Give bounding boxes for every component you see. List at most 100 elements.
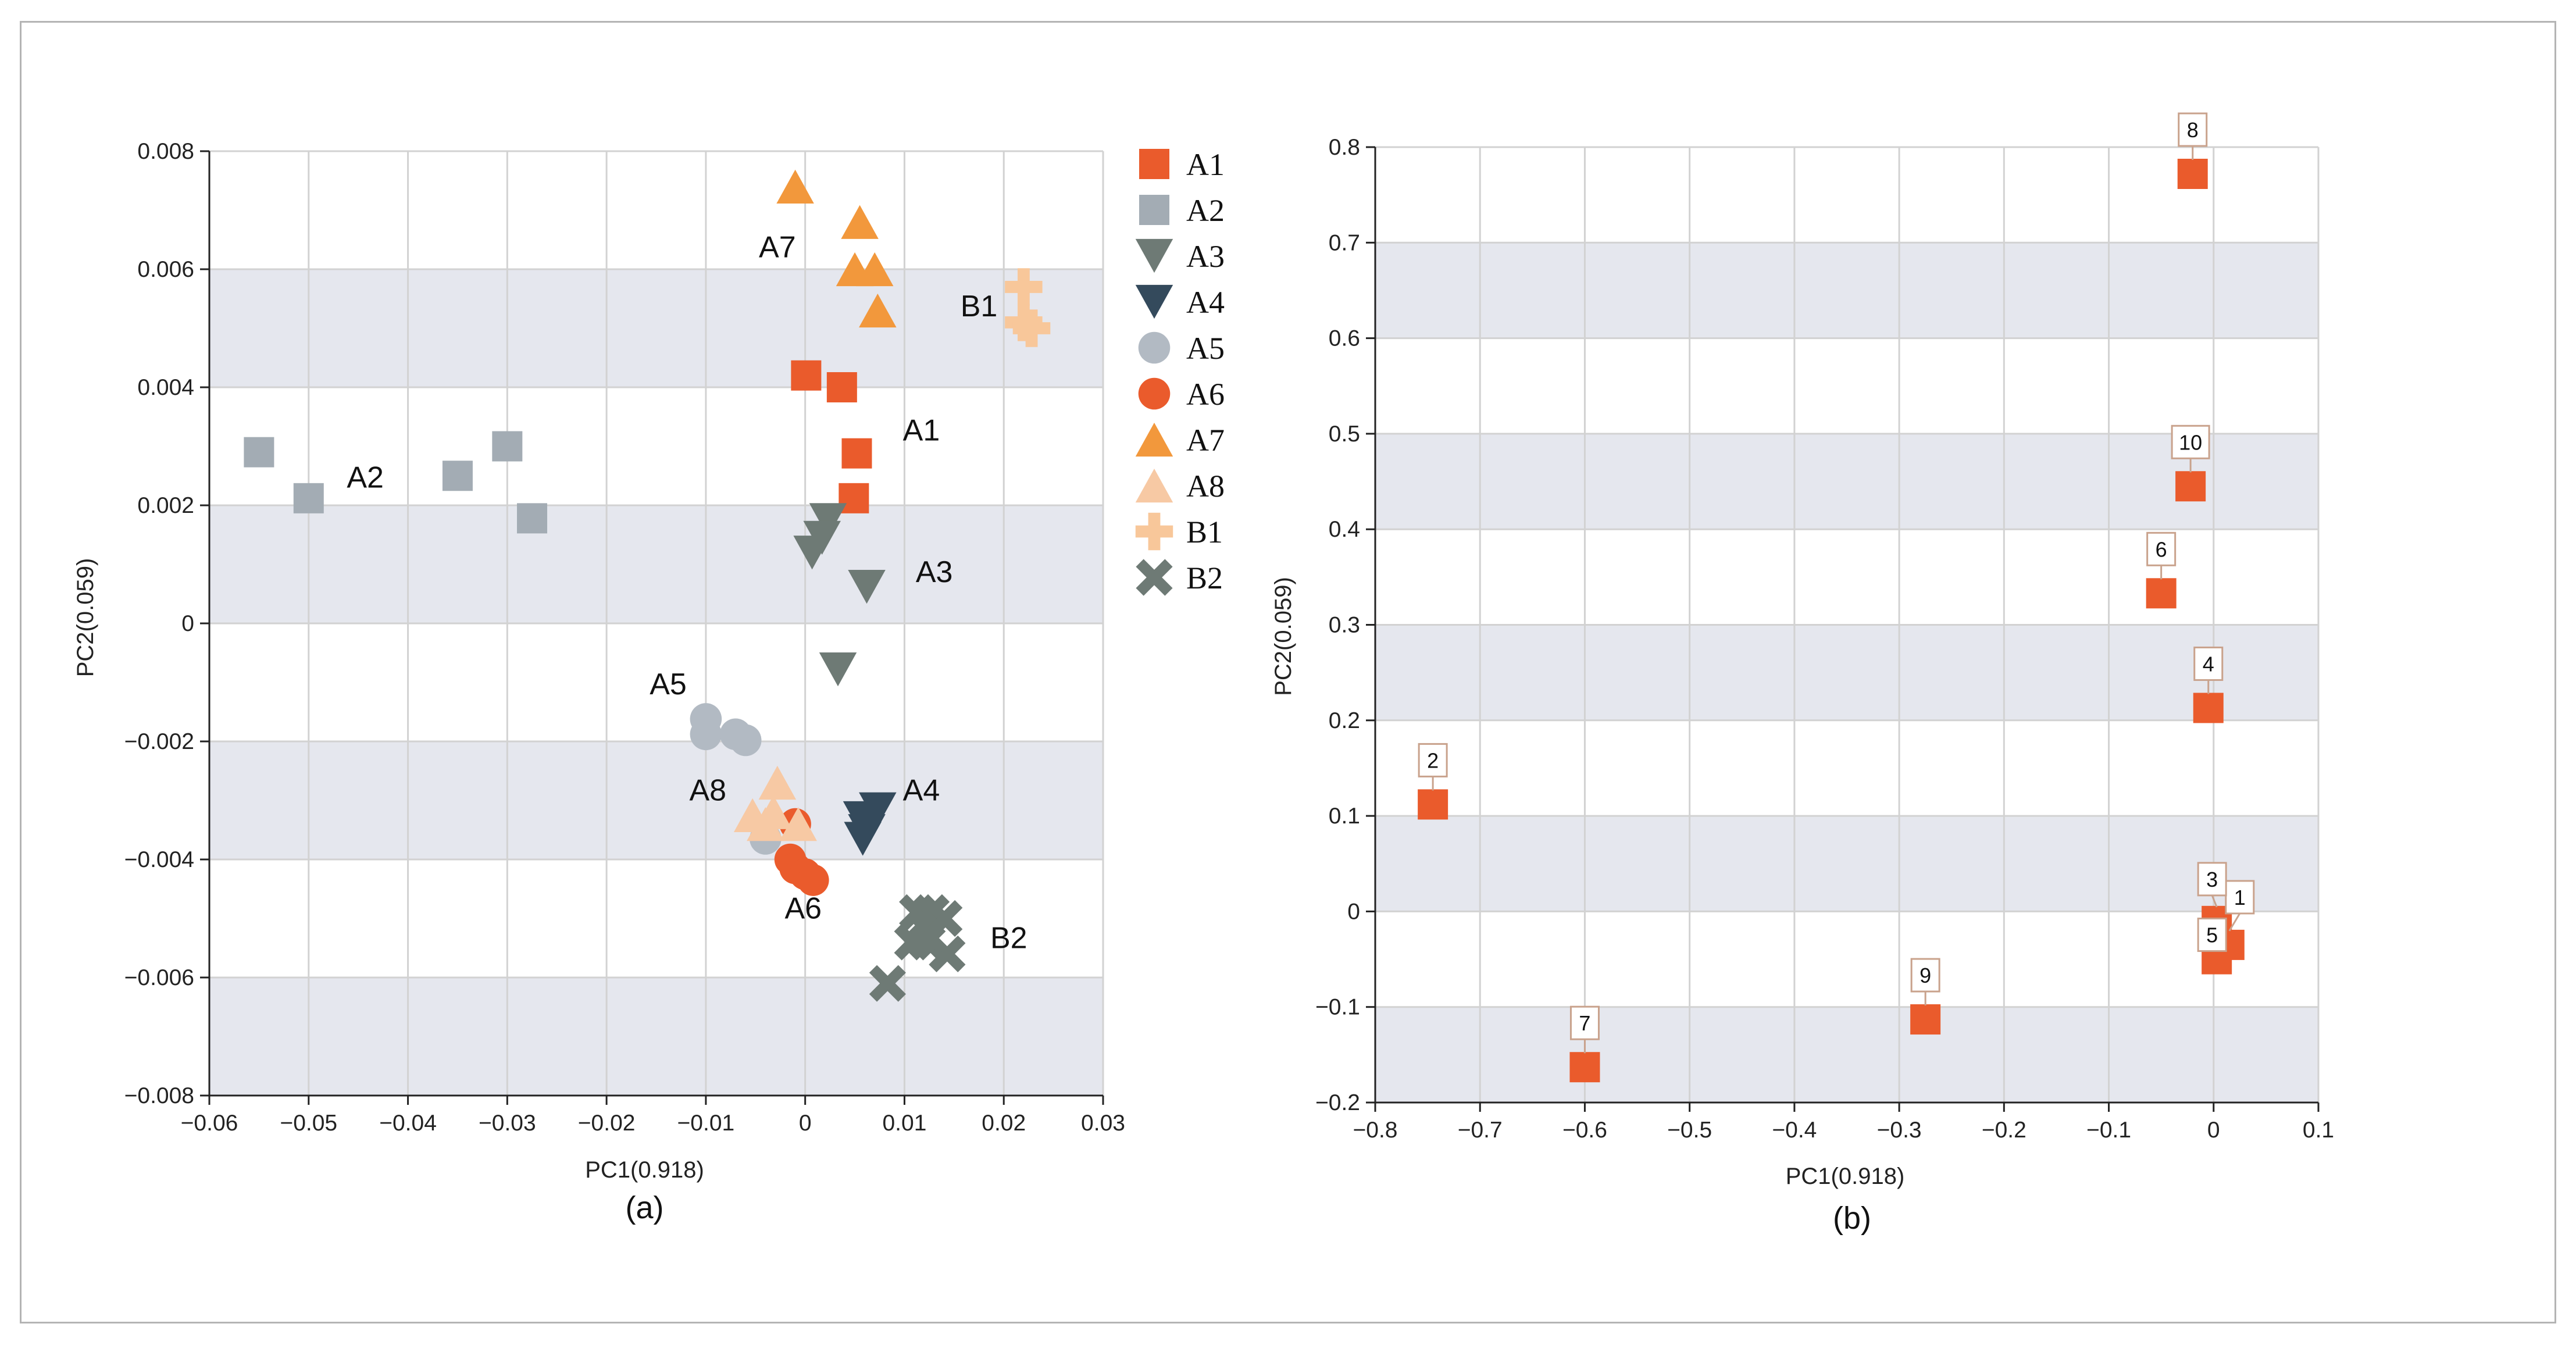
a-band-2 (209, 741, 1103, 859)
b-band-4 (1375, 1007, 2318, 1103)
b-y-tick-label-9: 0.7 (1329, 230, 1360, 255)
a-point-A5-1 (690, 718, 722, 751)
b-y-tick-label-6: 0.4 (1329, 517, 1360, 542)
a-annotation-A1: A1 (903, 413, 940, 447)
a-point-A3-0 (809, 503, 847, 537)
a-point-A8-0 (758, 765, 797, 800)
b-point-label-box-7 (1569, 1005, 1600, 1040)
b-x-tick-label-0: −0.8 (1353, 1118, 1398, 1143)
legend-label-A8: A8 (1186, 469, 1225, 504)
a-point-A7-1 (841, 205, 879, 239)
a-point-B2-6-stroke-2 (869, 965, 906, 1002)
b-point-label-box-6 (2146, 531, 2177, 566)
legend-marker-A8 (1135, 468, 1173, 503)
a-point-A7-0 (776, 169, 814, 204)
a-y-tick-label-2: −0.004 (124, 847, 194, 872)
a-point-A2-0 (244, 437, 274, 468)
b-x-tick-label-1: −0.7 (1458, 1118, 1503, 1143)
b-y-tick-label-4: 0.2 (1329, 708, 1360, 733)
b-panel-label: (b) (1833, 1201, 1871, 1236)
a-point-A8-4 (747, 807, 784, 841)
b-point-label-6: 6 (2156, 537, 2167, 561)
b-y-axis-title: PC2(0.059) (1271, 577, 1296, 696)
legend-marker-A5 (1138, 331, 1171, 364)
a-annotation-A5: A5 (650, 668, 687, 701)
b-x-tick-label-7: −0.1 (2086, 1118, 2131, 1143)
a-y-tick-label-5: 0.002 (137, 493, 194, 518)
panel-a-legend: A1 A2 A3 A4 A5 A6 A7 A8 B1 B2 (1135, 147, 1225, 596)
b-point-label-box-10 (2171, 424, 2210, 459)
b-point-label-leader-1 (2228, 913, 2241, 932)
b-point-label-9: 9 (1919, 964, 1931, 987)
a-panel-label: (a) (626, 1190, 664, 1225)
b-point-label-box-9 (1910, 958, 1940, 993)
b-point-label-leader-3 (2211, 895, 2218, 908)
b-point-label-4: 4 (2203, 652, 2214, 676)
b-point-label-box-4 (2193, 646, 2224, 681)
b-x-tick-label-3: −0.5 (1667, 1118, 1712, 1143)
b-point-label-box-5 (2197, 918, 2227, 952)
b-point-7 (1569, 1052, 1600, 1083)
a-point-A2-2 (442, 461, 473, 491)
a-x-tick-label-4: −0.02 (578, 1111, 636, 1136)
a-point-A4-0 (859, 792, 897, 826)
legend-label-A7: A7 (1186, 423, 1225, 458)
legend-marker-A7 (1135, 422, 1173, 457)
a-annotation-A2: A2 (347, 461, 384, 495)
b-x-tick-label-9: 0.1 (2303, 1118, 2334, 1143)
b-band-1 (1375, 433, 2318, 530)
a-point-A1-2 (841, 438, 872, 469)
a-annotation-A7: A7 (759, 231, 796, 265)
a-x-tick-label-8: 0.02 (982, 1111, 1026, 1136)
b-y-tick-label-5: 0.3 (1329, 613, 1360, 638)
a-point-B1-2 (1012, 309, 1051, 347)
panel-a-chart: −0.06 −0.05 −0.04 −0.03 −0.02 −0.01 0 0.01 0.02 0… (73, 139, 1125, 1225)
b-point-label-box-8 (2178, 112, 2208, 147)
a-point-B1-0 (1005, 268, 1043, 306)
b-point-label-7: 7 (1579, 1011, 1590, 1035)
legend-marker-B2-stroke-2 (1136, 559, 1173, 596)
a-y-tick-label-6: 0.004 (137, 375, 194, 400)
b-y-tick-label-8: 0.6 (1329, 326, 1360, 351)
b-band-0 (1375, 242, 2318, 338)
a-point-A5-3 (729, 724, 762, 757)
a-annotation-A6: A6 (784, 892, 822, 926)
a-point-A2-1 (293, 483, 324, 513)
panel-b-chart: −0.8 −0.7 −0.6 −0.5 −0.4 −0.3 −0.2 −0.1 0 0.1 −0.2… (1271, 112, 2334, 1236)
b-band-2 (1375, 625, 2318, 720)
a-band-0 (209, 269, 1103, 387)
b-x-tick-label-8: 0 (2207, 1118, 2220, 1143)
b-x-tick-label-2: −0.6 (1562, 1118, 1607, 1143)
legend-label-B1: B1 (1186, 515, 1223, 550)
legend-marker-A4 (1135, 284, 1173, 319)
figure-frame (20, 21, 2556, 1323)
a-x-tick-label-1: −0.05 (280, 1111, 337, 1136)
a-point-A6-4 (797, 864, 829, 896)
a-x-tick-label-0: −0.06 (181, 1111, 238, 1136)
b-y-tick-label-10: 0.8 (1329, 135, 1360, 160)
legend-label-A4: A4 (1186, 285, 1225, 320)
legend-marker-B1 (1135, 512, 1173, 551)
legend-label-A1: A1 (1186, 147, 1225, 182)
a-point-A1-0 (791, 360, 822, 391)
b-point-label-8: 8 (2187, 118, 2199, 142)
b-x-tick-label-4: −0.4 (1772, 1118, 1817, 1143)
a-y-tick-label-4: 0 (181, 611, 194, 636)
b-y-tick-label-1: −0.1 (1315, 995, 1360, 1020)
a-y-tick-label-7: 0.006 (137, 257, 194, 282)
a-point-A3-2 (793, 536, 831, 570)
a-y-tick-label-3: −0.002 (124, 729, 194, 754)
a-x-tick-label-6: 0 (799, 1111, 812, 1136)
b-point-label-2: 2 (1427, 748, 1439, 772)
b-y-tick-label-3: 0.1 (1329, 804, 1360, 829)
a-x-tick-label-3: −0.03 (479, 1111, 536, 1136)
legend-marker-A6 (1138, 377, 1171, 410)
b-point-4 (2193, 693, 2224, 723)
b-y-tick-label-0: −0.2 (1315, 1090, 1360, 1115)
a-y-tick-label-0: −0.008 (124, 1083, 194, 1108)
b-y-tick-label-2: 0 (1347, 899, 1360, 924)
legend-label-A3: A3 (1186, 239, 1225, 274)
a-point-B2-6 (869, 965, 906, 1002)
b-point-label-3: 3 (2206, 868, 2218, 891)
